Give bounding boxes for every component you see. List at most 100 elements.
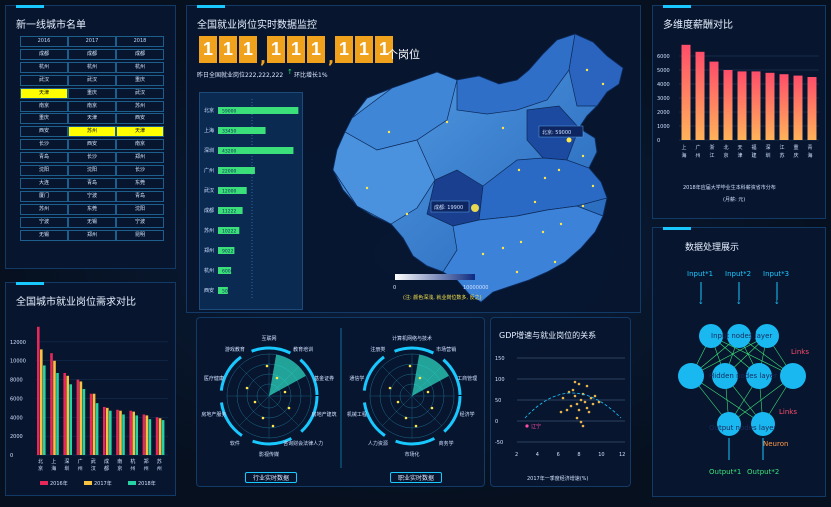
radar-sweep: [412, 354, 449, 396]
radar-point: [396, 400, 400, 404]
counter-digit: 1: [355, 36, 373, 63]
radar-left-label: 房地产建筑: [312, 411, 337, 418]
input-layer-label: Input nodes layer: [711, 332, 772, 340]
city-cell: 长沙: [68, 152, 116, 164]
map-region-northeast: [568, 33, 624, 107]
demand-bar: [56, 372, 59, 455]
radar-right-label: 市场化: [404, 451, 419, 458]
gdp-point: [559, 410, 563, 414]
legend-swatch: [84, 481, 92, 485]
x-tick-label: 京: [724, 152, 729, 159]
demand-bar: [50, 353, 53, 455]
x-tick-label: 海: [808, 152, 813, 159]
gdp-point: [573, 380, 577, 384]
panel-accent: [663, 227, 691, 230]
x-tick-label: 广: [78, 458, 83, 465]
counter-digit: 1: [239, 36, 257, 63]
gdp-point: [587, 410, 591, 414]
radar-point: [287, 406, 291, 410]
city-bars-box: 北京 59000 上海 33450 深圳 43200 广州 22000 武汉 12000 成都 112…: [199, 92, 303, 310]
radar-point: [265, 364, 269, 368]
map-marker-chengdu: [471, 204, 479, 212]
map-legend-bar: [395, 274, 475, 280]
x-tick-label: 京: [117, 465, 122, 472]
gdp-point: [577, 382, 581, 386]
gdp-point: [583, 400, 587, 404]
city-cell: 西安: [68, 139, 116, 151]
gdp-point-label: 辽宁: [531, 423, 541, 430]
city-cell: 武汉: [68, 74, 116, 86]
city-bar: [218, 107, 299, 114]
input-label: Input*3: [763, 270, 789, 278]
city-cell: 重庆: [68, 87, 116, 99]
up-arrow-icon: ↑: [287, 68, 293, 76]
nn-link: [728, 375, 794, 425]
y-tick-label: 3000: [657, 96, 670, 102]
salary-title: 多维度薪酬对比: [663, 20, 733, 31]
x-tick-label: 深: [766, 144, 771, 151]
panel-accent: [16, 5, 44, 8]
x-tick-label: 苏: [157, 458, 162, 465]
radar-right-label: 计算机网络与技术: [392, 335, 432, 342]
x-tick-label: 州: [78, 466, 83, 472]
radar-left-label: 基金证券: [314, 375, 334, 382]
demand-bar: [95, 403, 99, 455]
gdp-point: [569, 404, 573, 408]
demand-bar: [63, 372, 66, 455]
radar-right-caption: 职业实时数据: [390, 472, 442, 483]
radar-point: [245, 386, 249, 390]
city-cell: 杭州: [116, 61, 164, 73]
nn-node: [780, 363, 806, 389]
radar-left-label: 影视传媒: [259, 451, 279, 458]
city-bar-label: 广州: [204, 167, 214, 174]
y-tick-label: 10000: [10, 359, 26, 365]
x-tick-label: 圳: [766, 152, 771, 159]
city-cell: 南京: [20, 100, 68, 112]
radar-spoke: [382, 395, 413, 426]
y-tick-label: 2000: [657, 110, 670, 116]
city-cell: 武汉: [20, 74, 68, 86]
gdp-point: [581, 424, 585, 428]
map-region-inner-mongolia: [456, 33, 576, 115]
x-tick-label: 苏: [780, 152, 785, 159]
gdp-point: [565, 408, 569, 412]
city-bar: [218, 187, 247, 194]
city-bar-value: 5000: [222, 289, 234, 295]
salary-panel: 多维度薪酬对比 0 1000 2000 3000 4000 5000 6000 上海广州浙江北…: [652, 5, 826, 219]
city-cell: 郑州: [68, 229, 116, 241]
radar-right-label: 人力资源: [368, 440, 388, 447]
gdp-panel: GDP增速与就业岗位的关系 -50 0 50 100 150 2 4 6 8 10 12 2017年一…: [490, 317, 631, 487]
arrow-down-icon: ↓: [774, 298, 780, 306]
city-cell: 苏州: [20, 203, 68, 215]
gdp-point: [561, 396, 565, 400]
city-bar-value: 33450: [222, 129, 236, 135]
city-bar: [218, 267, 232, 274]
y-tick-label: -50: [495, 440, 503, 446]
cities-panel: 新一线城市名单 2016 2017 2018 成都 成都 成都 杭州 杭州 杭州 武汉 武汉 重庆 天津…: [5, 5, 176, 269]
process-panel: 数据处理展示 Input*1 ↓ Input*2 ↓ Input*3 ↓ Input nod…: [652, 227, 826, 497]
arrow-down-icon: ↓: [698, 298, 704, 306]
gdp-point: [571, 388, 575, 392]
gdp-point: [593, 394, 597, 398]
gdp-point: [573, 394, 577, 398]
legend-swatch: [40, 481, 48, 485]
demand-chart: 0 2000 4000 6000 8000 10000 12000 北京 上海 深圳 广州 武汉 成都 南…: [10, 326, 168, 487]
gdp-point: [579, 420, 583, 424]
city-bars-chart: 北京 59000 上海 33450 深圳 43200 广州 22000 武汉 12000 成都 112…: [204, 99, 299, 299]
demand-bar: [142, 414, 146, 455]
city-bar-value: 43200: [222, 149, 236, 155]
radar-left-label: 房地产服务: [201, 411, 226, 418]
x-tick-label: 武: [91, 458, 96, 465]
nn-node: [755, 324, 779, 348]
city-cell: 沈阳: [68, 165, 116, 176]
demand-bar: [92, 393, 96, 455]
gdp-point: [591, 402, 595, 406]
x-tick-label: 杭: [130, 458, 135, 465]
nn-node: [746, 363, 772, 389]
city-cell: 杭州: [68, 61, 116, 73]
city-cell: 宁波: [20, 216, 68, 228]
radar-right-label: 工商管理: [457, 375, 477, 382]
radar-left-label: 软件: [230, 440, 240, 447]
neuron-label: Neuron: [763, 440, 788, 448]
